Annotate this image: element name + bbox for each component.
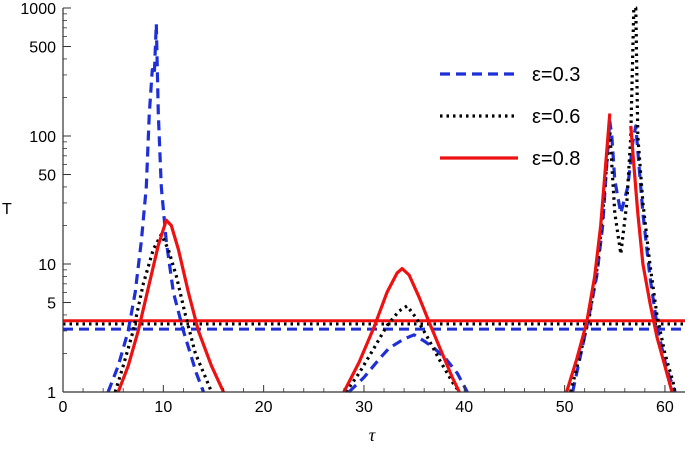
y-tick-label: 1000 [20, 1, 56, 18]
x-tick-label: 50 [556, 399, 574, 416]
series-line [113, 232, 213, 393]
legend-label: ε=0.3 [532, 64, 580, 86]
series-line [629, 125, 674, 393]
x-axis-label: τ [369, 425, 376, 445]
series-line [106, 22, 205, 393]
series-line [344, 304, 461, 393]
y-tick-label: 500 [29, 40, 56, 57]
legend: ε=0.3 ε=0.6 ε=0.8 [440, 64, 580, 170]
y-tick-label: 10 [38, 257, 56, 274]
y-axis-label: T [2, 201, 12, 218]
x-tick-label: 40 [455, 399, 473, 416]
series-line [116, 218, 225, 393]
x-tick-label: 60 [656, 399, 674, 416]
series-line [342, 267, 461, 393]
y-tick-label: 5 [47, 296, 56, 313]
series-curves [106, 6, 677, 394]
x-tick-label: 20 [255, 399, 273, 416]
series-line [347, 333, 469, 394]
axes [62, 8, 685, 393]
ticks: 0 10 20 30 40 50 60 1 5 10 50 100 500 1000 [20, 1, 674, 416]
legend-label: ε=0.6 [532, 106, 580, 128]
legend-label: ε=0.8 [532, 148, 580, 170]
y-tick-label: 100 [29, 129, 56, 146]
x-tick-label: 0 [59, 399, 68, 416]
x-tick-label: 30 [355, 399, 373, 416]
y-tick-label: 50 [38, 168, 56, 185]
x-tick-label: 10 [154, 399, 172, 416]
series-line [565, 113, 612, 393]
y-tick-label: 1 [47, 385, 56, 402]
